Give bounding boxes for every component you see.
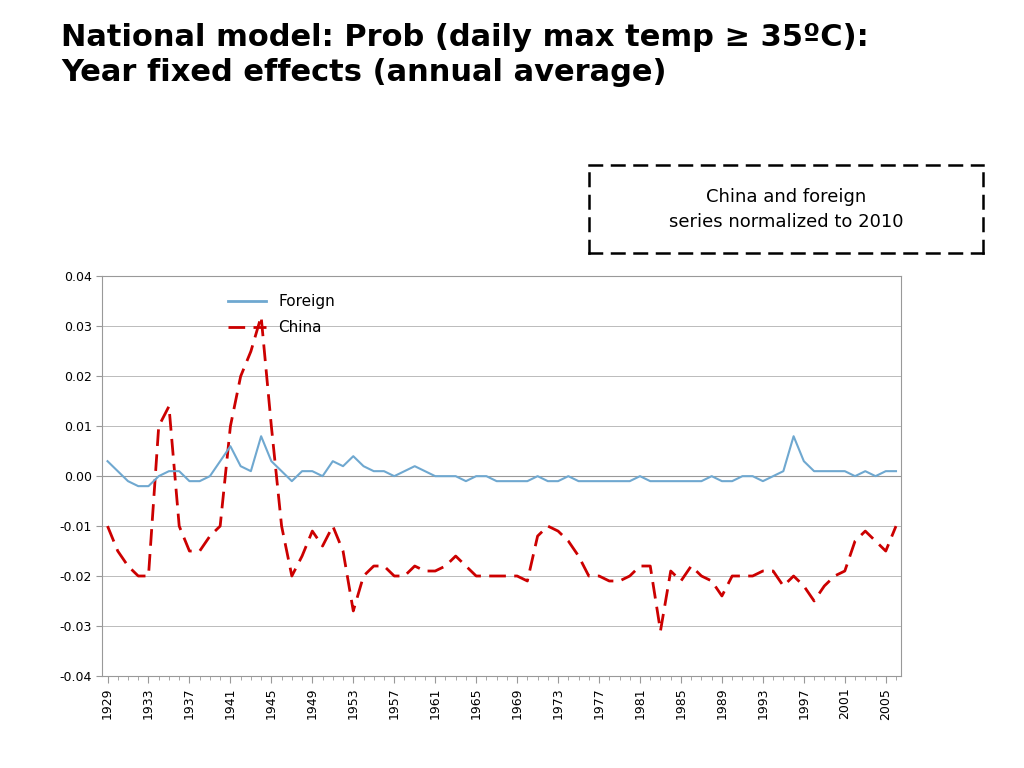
Text: National model: Prob (daily max temp ≥ 35ºC):
Year fixed effects (annual average: National model: Prob (daily max temp ≥ 3…: [61, 23, 869, 87]
Legend: Foreign, China: Foreign, China: [222, 288, 341, 341]
Text: China and foreign
series normalized to 2010: China and foreign series normalized to 2…: [669, 188, 903, 230]
